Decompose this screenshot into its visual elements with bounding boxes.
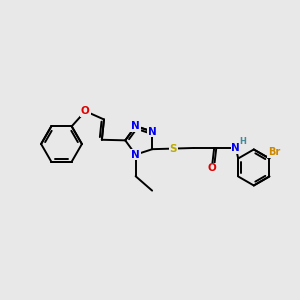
Text: N: N (231, 143, 240, 153)
Text: H: H (239, 137, 246, 146)
Text: S: S (169, 144, 177, 154)
Text: N: N (131, 150, 140, 160)
Text: Br: Br (268, 148, 280, 158)
Text: O: O (207, 164, 216, 173)
Text: N: N (131, 121, 140, 131)
Text: O: O (81, 106, 90, 116)
Text: N: N (148, 127, 157, 136)
